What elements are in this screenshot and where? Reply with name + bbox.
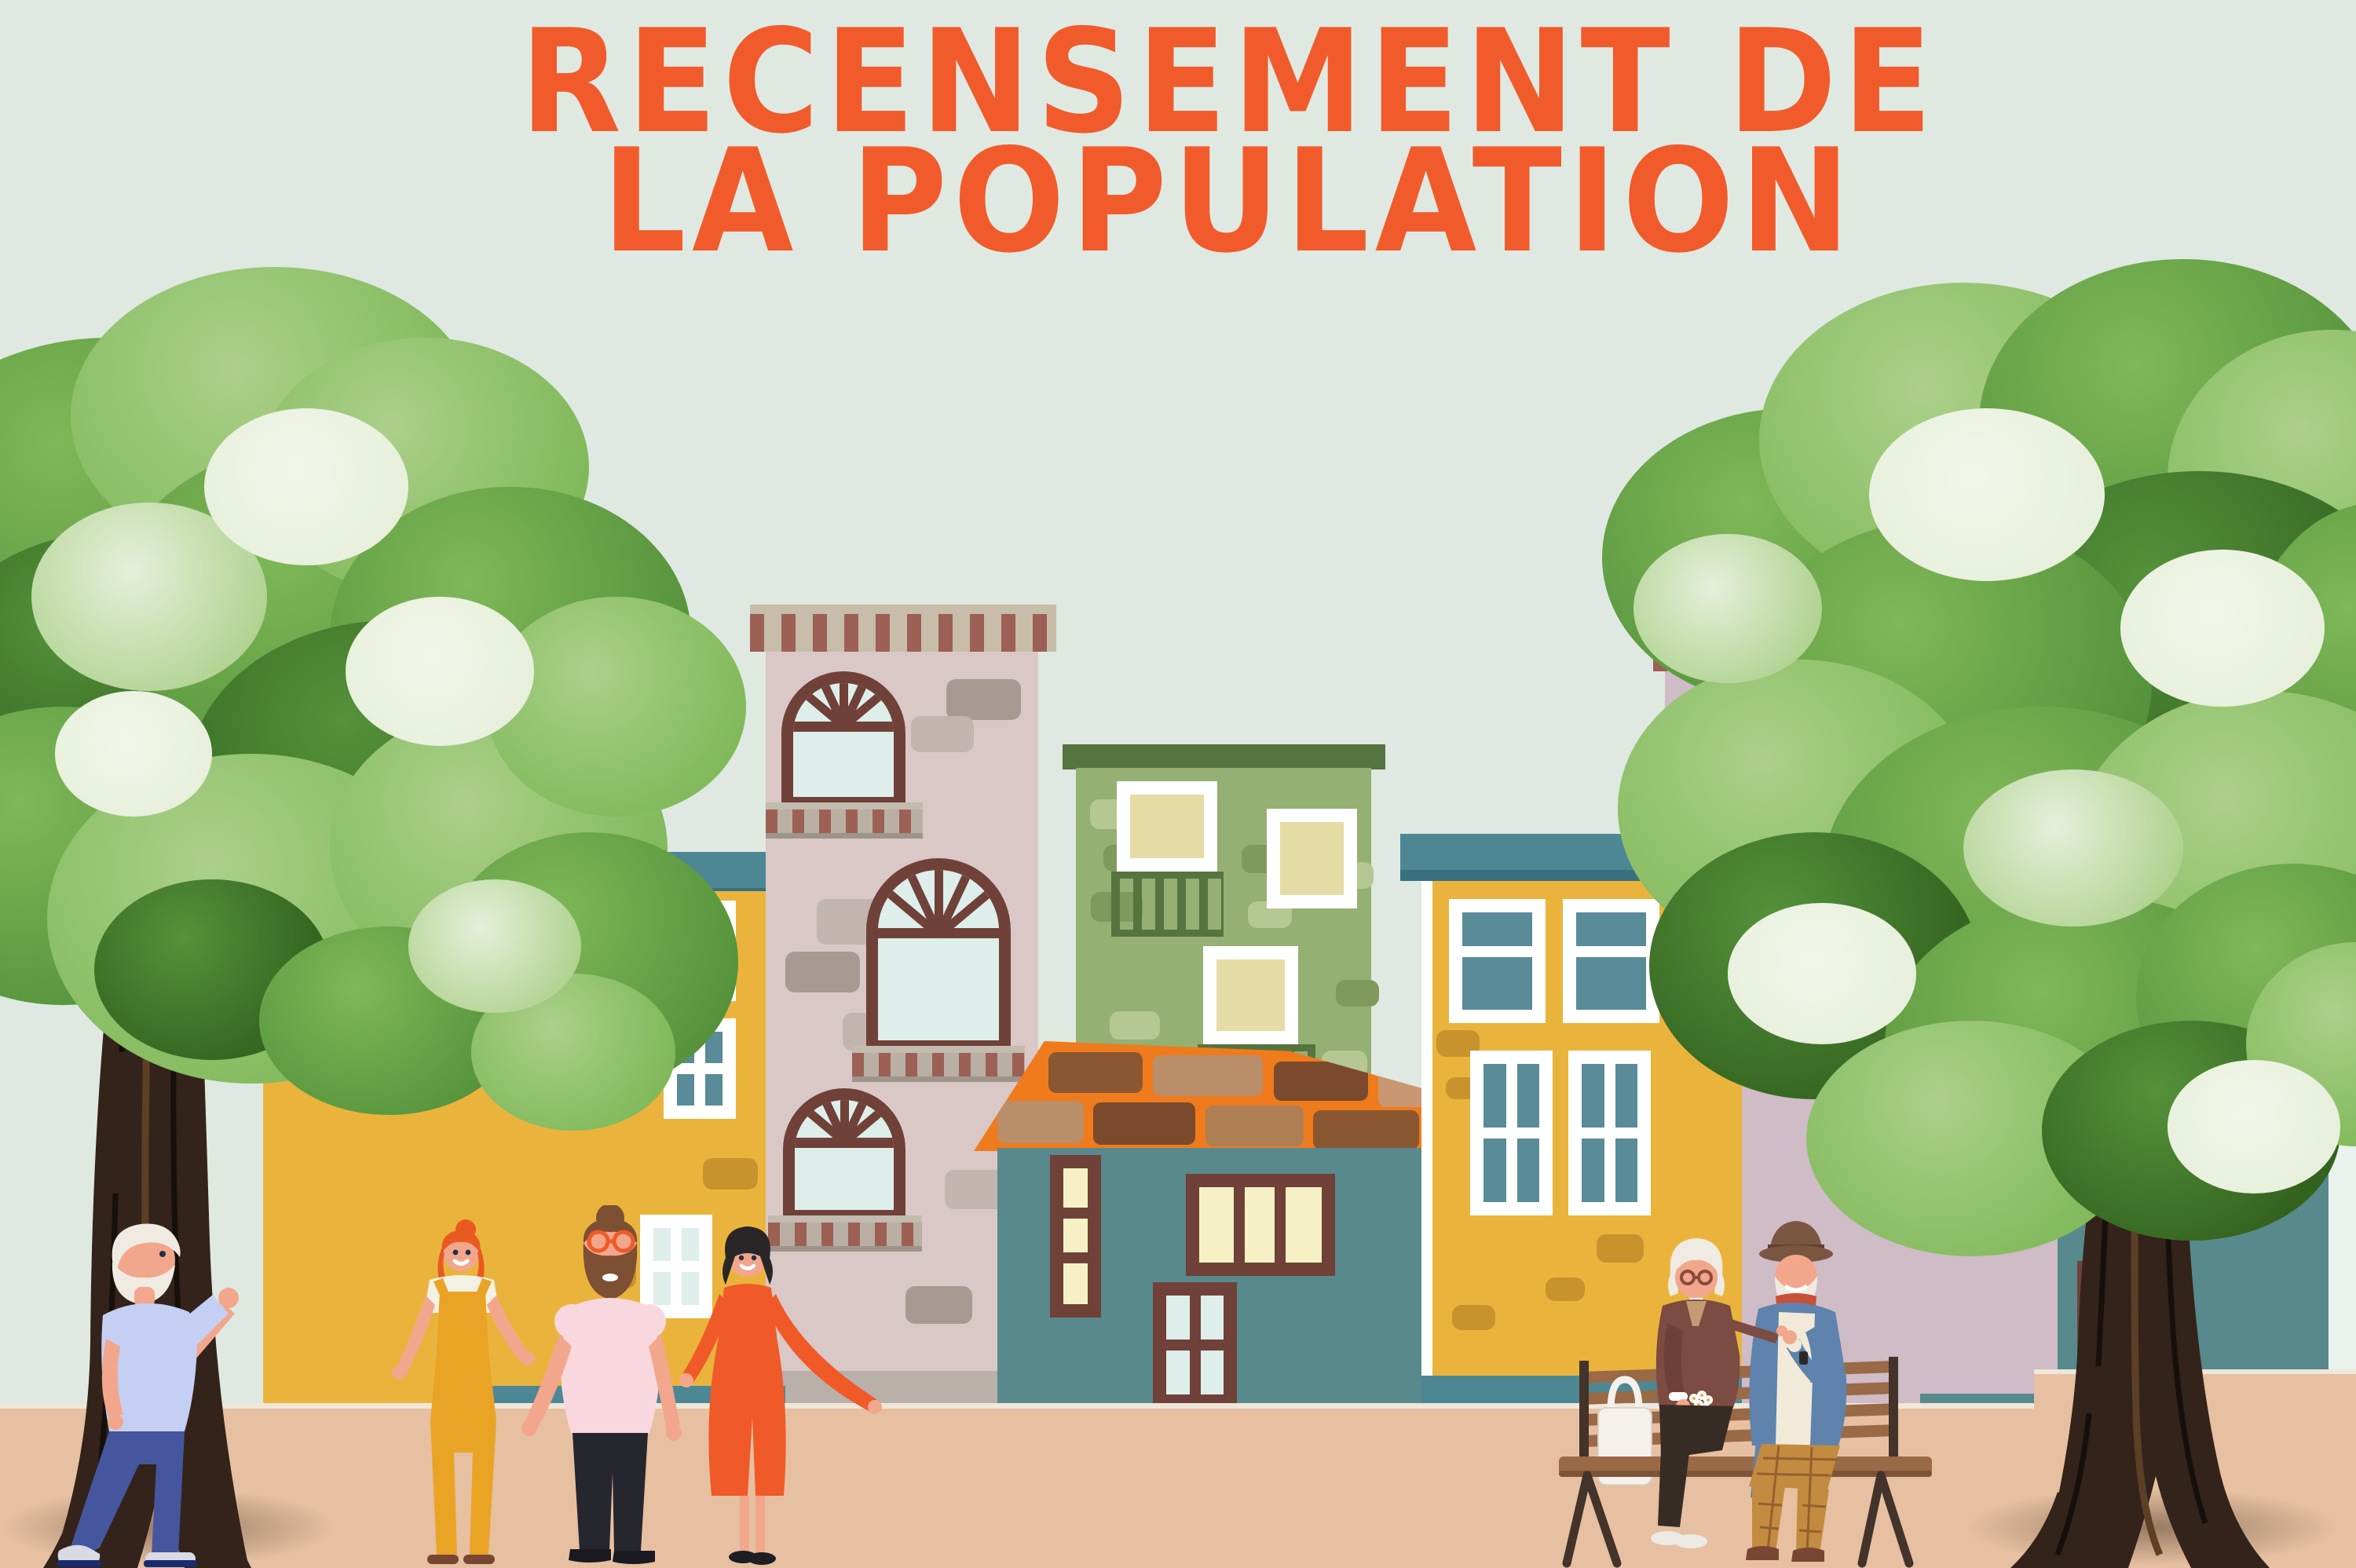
window [1470, 1051, 1553, 1215]
sidewalk [0, 1408, 2356, 1568]
window [1267, 809, 1357, 908]
elderly-man-waving [57, 1223, 239, 1567]
left-tree [0, 0, 785, 1568]
elderly-woman [1651, 1238, 1740, 1548]
arched-window [781, 671, 905, 809]
man-pink-shirt [521, 1205, 682, 1564]
balustrade [852, 1046, 1025, 1082]
poster-title-line1: RECENSEMENT DE [520, 0, 1938, 165]
window [1449, 899, 1546, 1023]
elderly-couple-on-bench [1559, 1221, 1932, 1568]
balcony-rail [1111, 872, 1224, 937]
window [1117, 781, 1217, 872]
elderly-man-hat [1721, 1221, 1847, 1562]
door [1153, 1282, 1237, 1408]
cornice [750, 605, 1056, 652]
poster-title-line2: LA POPULATION [602, 118, 1857, 284]
balustrade [766, 802, 923, 839]
window [1186, 1174, 1335, 1276]
balustrade [768, 1215, 922, 1252]
right-tree [1571, 0, 2356, 1568]
curb [0, 1403, 2034, 1409]
arched-window [866, 858, 1011, 1052]
cornice [1063, 744, 1385, 769]
woman-orange-dress [679, 1226, 882, 1565]
pink-tower-building [750, 605, 1056, 1408]
girl-orange-hair-overalls [392, 1219, 535, 1564]
window [1050, 1155, 1101, 1318]
arched-window [783, 1088, 905, 1222]
window [1568, 1051, 1651, 1215]
poster-title: RECENSEMENT DE LA POPULATION [0, 0, 2356, 284]
window [1203, 946, 1298, 1044]
